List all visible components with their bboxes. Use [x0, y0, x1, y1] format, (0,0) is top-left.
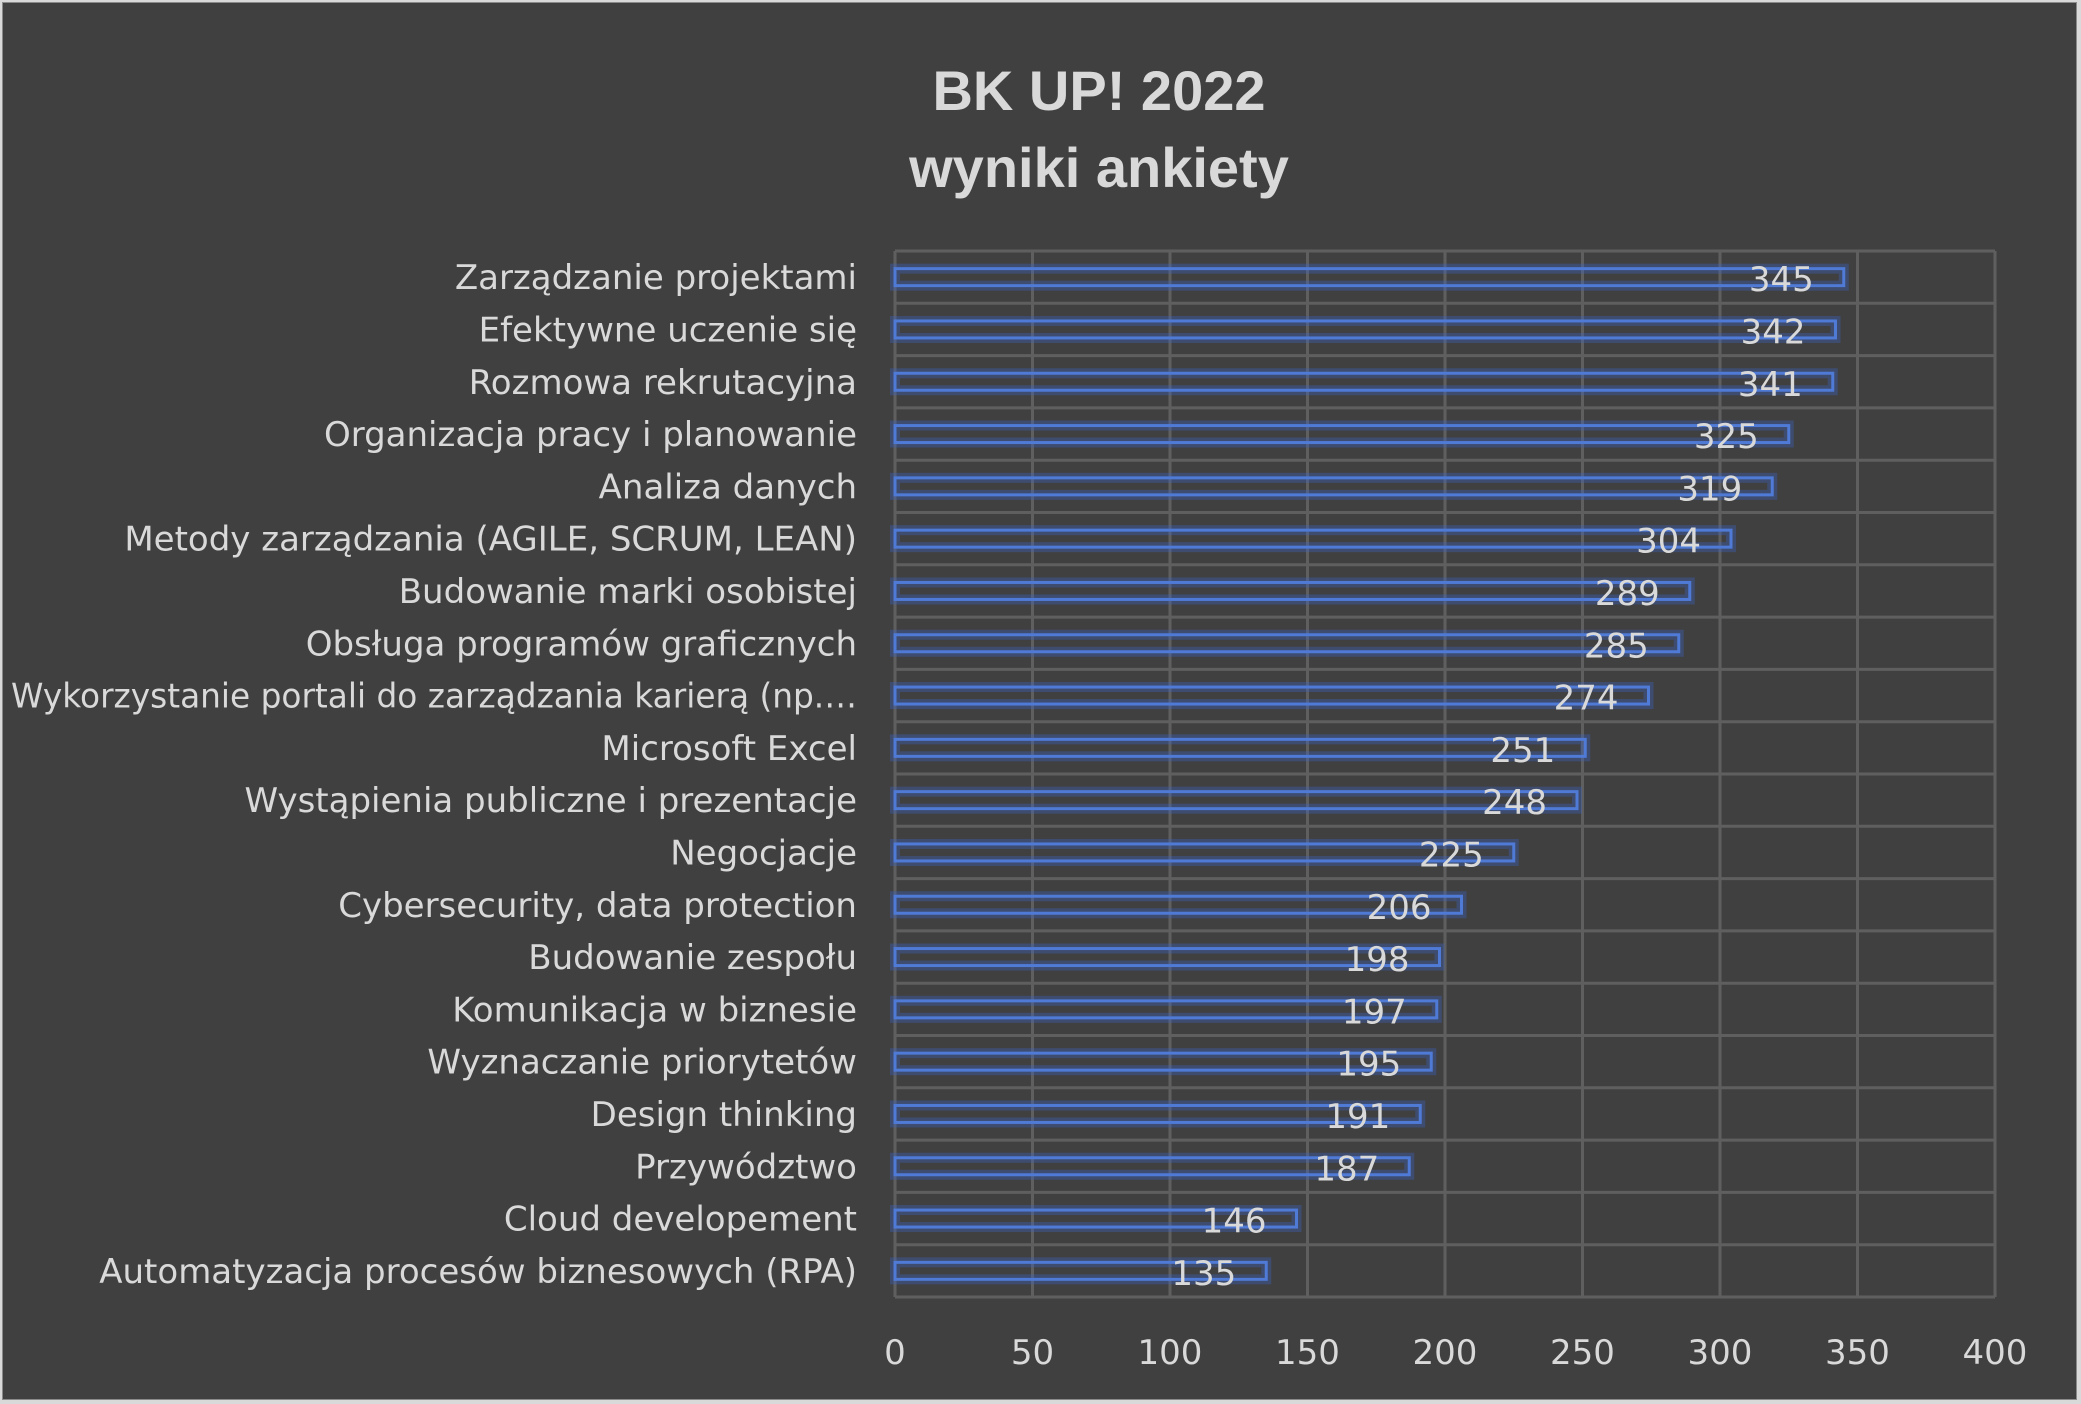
- bar-glow: [890, 577, 1695, 605]
- bar-glow: [890, 315, 1841, 343]
- data-label: 195: [1336, 1045, 1401, 1085]
- data-label: 304: [1636, 522, 1701, 562]
- data-label: 135: [1171, 1254, 1236, 1294]
- bar: [893, 1156, 1411, 1177]
- bar-glow: [890, 682, 1654, 710]
- bar: [893, 371, 1835, 392]
- bar: [893, 1260, 1268, 1281]
- bar: [893, 633, 1681, 654]
- bar-glow: [890, 525, 1736, 553]
- x-tick-label: 250: [1550, 1333, 1615, 1373]
- bar-glow: [890, 629, 1684, 657]
- bar: [893, 319, 1837, 340]
- category-label: Komunikacja w biznesie: [452, 990, 857, 1030]
- category-label: Wyznaczanie priorytetów: [427, 1043, 857, 1083]
- category-label: Metody zarządzania (AGILE, SCRUM, LEAN): [124, 520, 857, 560]
- category-label: Przywództwo: [635, 1147, 857, 1187]
- data-label: 251: [1490, 731, 1555, 771]
- bar-glow: [890, 420, 1794, 448]
- bar: [893, 947, 1441, 968]
- data-label: 325: [1694, 417, 1759, 457]
- x-tick-label: 150: [1275, 1333, 1340, 1373]
- category-label: Obsługa programów graficznych: [306, 624, 857, 664]
- chart-title-line-1: BK UP! 2022: [932, 59, 1265, 122]
- category-label: Cybersecurity, data protection: [338, 886, 857, 926]
- bar: [893, 1051, 1433, 1072]
- bar: [893, 999, 1439, 1020]
- category-label: Organizacja pracy i planowanie: [324, 415, 857, 455]
- data-label: 248: [1482, 783, 1547, 823]
- x-tick-label: 100: [1138, 1333, 1203, 1373]
- bar: [893, 894, 1463, 915]
- bar-chart: BK UP! 2022 wyniki ankiety Zarządzanie p…: [11, 59, 2027, 1373]
- bar-glow: [890, 263, 1849, 291]
- x-tick-label: 200: [1413, 1333, 1478, 1373]
- bar: [893, 1103, 1422, 1124]
- bars: [890, 263, 1849, 1285]
- category-label: Zarządzanie projektami: [455, 258, 857, 298]
- data-label: 341: [1738, 365, 1803, 405]
- x-tick-label: 400: [1963, 1333, 2028, 1373]
- data-label: 206: [1367, 888, 1432, 928]
- x-tick-label: 300: [1688, 1333, 1753, 1373]
- bar: [893, 790, 1579, 811]
- bar: [893, 424, 1791, 445]
- category-label: Design thinking: [591, 1095, 857, 1135]
- category-label: Wykorzystanie portali do zarządzania kar…: [11, 677, 857, 717]
- bar: [893, 685, 1650, 706]
- data-label: 187: [1314, 1149, 1379, 1189]
- data-labels: 345 342 341 325 319 304 289 285 274 251 248 225 206 1…: [1171, 260, 1813, 1294]
- data-label: 319: [1677, 469, 1742, 509]
- bar: [893, 842, 1516, 863]
- category-label: Wystąpienia publiczne i prezentacje: [244, 781, 857, 821]
- bar: [893, 1208, 1298, 1229]
- bar-glow: [890, 734, 1591, 762]
- category-label: Efektywne uczenie się: [479, 310, 857, 350]
- chart-title-line-2: wyniki ankiety: [908, 136, 1289, 199]
- category-label: Automatyzacja procesów biznesowych (RPA): [99, 1252, 857, 1292]
- category-label: Analiza danych: [599, 467, 857, 507]
- bar: [893, 580, 1692, 601]
- x-tick-label: 0: [884, 1333, 906, 1373]
- x-axis-ticks: 0 50 100 150 200 250 300 350 400: [884, 1333, 2027, 1373]
- bar: [893, 476, 1774, 497]
- category-label: Budowanie marki osobistej: [399, 572, 857, 612]
- data-label: 197: [1342, 992, 1407, 1032]
- x-tick-label: 350: [1825, 1333, 1890, 1373]
- data-label: 191: [1325, 1097, 1390, 1137]
- data-label: 274: [1554, 679, 1619, 719]
- x-tick-label: 50: [1011, 1333, 1054, 1373]
- category-label: Rozmowa rekrutacyjna: [469, 363, 857, 403]
- bar: [893, 737, 1587, 758]
- data-label: 285: [1584, 626, 1649, 666]
- gridlines: [893, 249, 1997, 1299]
- bar-glow: [890, 472, 1778, 500]
- bar: [893, 528, 1733, 549]
- data-label: 198: [1345, 940, 1410, 980]
- data-label: 342: [1741, 312, 1806, 352]
- category-labels: Zarządzanie projektami Efektywne uczenie …: [11, 258, 857, 1292]
- bar-glow: [890, 786, 1582, 814]
- bar: [893, 267, 1846, 288]
- data-label: 289: [1595, 574, 1660, 614]
- bar-glow: [890, 368, 1838, 396]
- category-label: Budowanie zespołu: [528, 938, 857, 978]
- data-label: 146: [1202, 1202, 1267, 1242]
- data-label: 345: [1749, 260, 1814, 300]
- category-label: Cloud developement: [504, 1200, 857, 1240]
- data-label: 225: [1419, 835, 1484, 875]
- category-label: Microsoft Excel: [601, 729, 857, 769]
- category-label: Negocjacje: [670, 833, 857, 873]
